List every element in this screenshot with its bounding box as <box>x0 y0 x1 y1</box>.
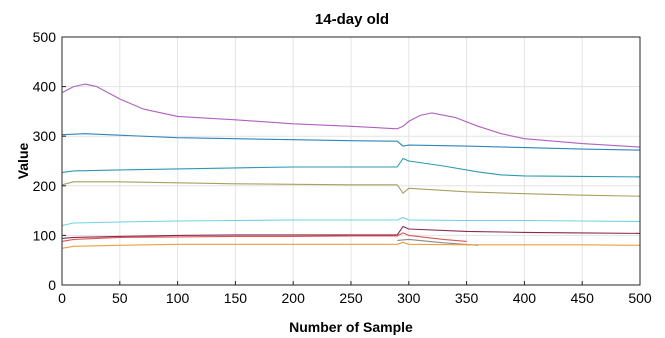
x-tick-label: 100 <box>166 290 190 306</box>
x-tick-label: 450 <box>571 290 595 306</box>
series-line-2 <box>61 133 641 151</box>
grid <box>61 36 641 286</box>
series-line-1 <box>61 83 641 148</box>
y-tick-label: 400 <box>33 79 57 95</box>
y-tick-label: 0 <box>48 277 56 293</box>
y-axis-label: Value <box>15 143 31 180</box>
x-tick-label: 50 <box>112 290 128 306</box>
x-tick-label: 300 <box>397 290 421 306</box>
y-tick-label: 200 <box>33 178 57 194</box>
x-tick-label: 150 <box>224 290 248 306</box>
y-tick-label: 500 <box>33 29 57 45</box>
x-tick-label: 500 <box>628 290 652 306</box>
y-tick-label: 300 <box>33 128 57 144</box>
series-line-7 <box>61 232 467 242</box>
series-line-4 <box>61 181 641 197</box>
y-tick-label: 100 <box>33 227 57 243</box>
series-line-6 <box>61 225 641 239</box>
x-tick-label: 400 <box>513 290 537 306</box>
x-tick-label: 0 <box>58 290 66 306</box>
series-line-5 <box>61 216 641 227</box>
plot-area <box>61 83 641 249</box>
y-axis: 0 100 200 300 400 500 <box>33 29 66 293</box>
x-tick-label: 250 <box>339 290 363 306</box>
chart-title: 14-day old <box>315 11 389 28</box>
x-axis: 0 50 100 150 200 250 300 350 400 450 500 <box>58 281 652 306</box>
x-axis-label: Number of Sample <box>289 319 413 335</box>
series-line-8 <box>397 238 479 246</box>
series-line-3 <box>61 157 641 178</box>
x-tick-label: 350 <box>455 290 479 306</box>
series-line-9 <box>61 241 641 249</box>
x-tick-label: 200 <box>282 290 306 306</box>
